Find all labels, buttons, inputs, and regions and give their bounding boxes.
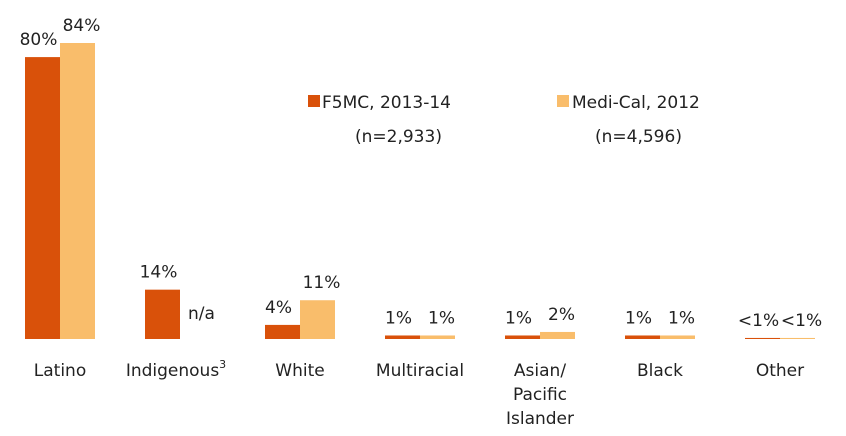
legend-label: Medi-Cal, 2012 bbox=[572, 93, 700, 113]
x-tick-label: White bbox=[275, 361, 324, 381]
label-line: Pacific bbox=[513, 385, 567, 405]
x-tick-label: Multiracial bbox=[376, 361, 464, 381]
value-label: <1% bbox=[781, 311, 822, 331]
x-tick-label: Other bbox=[756, 361, 804, 381]
legend-swatch bbox=[557, 95, 569, 107]
x-tick-label: Asian/Pacific Islander bbox=[506, 361, 574, 429]
label-line: Islander bbox=[506, 409, 574, 429]
value-label: 14% bbox=[140, 263, 178, 283]
bar bbox=[300, 300, 335, 339]
bar bbox=[660, 335, 695, 339]
bar bbox=[625, 335, 660, 339]
x-tick-label: Latino bbox=[34, 361, 86, 381]
legend-label: F5MC, 2013-14 bbox=[322, 93, 451, 113]
value-label: 11% bbox=[303, 273, 341, 293]
value-label: 80% bbox=[20, 30, 58, 50]
value-label: <1% bbox=[738, 311, 779, 331]
bar bbox=[25, 57, 60, 339]
bar bbox=[540, 331, 575, 339]
value-label: 1% bbox=[668, 308, 695, 328]
bar bbox=[265, 324, 300, 339]
bar bbox=[745, 337, 780, 339]
legend-sample: (n=2,933) bbox=[355, 127, 442, 147]
legend-swatch bbox=[308, 95, 320, 107]
value-label: 1% bbox=[385, 308, 412, 328]
value-label: 1% bbox=[428, 308, 455, 328]
value-label: 84% bbox=[63, 16, 101, 36]
bar bbox=[505, 335, 540, 339]
bar bbox=[780, 337, 815, 339]
footnote-marker: 3 bbox=[219, 358, 226, 371]
x-tick-label: Indigenous3 bbox=[126, 358, 226, 381]
bar bbox=[60, 43, 95, 339]
bar bbox=[420, 335, 455, 339]
value-label: 2% bbox=[548, 305, 575, 325]
legend-sample: (n=4,596) bbox=[595, 127, 682, 147]
bar bbox=[145, 289, 180, 339]
value-label: 1% bbox=[505, 308, 532, 328]
bar bbox=[385, 335, 420, 339]
value-label: 1% bbox=[625, 308, 652, 328]
value-label: 4% bbox=[265, 298, 292, 318]
label-line: Asian/ bbox=[514, 361, 566, 381]
value-label: n/a bbox=[188, 304, 215, 324]
x-tick-label: Black bbox=[637, 361, 683, 381]
